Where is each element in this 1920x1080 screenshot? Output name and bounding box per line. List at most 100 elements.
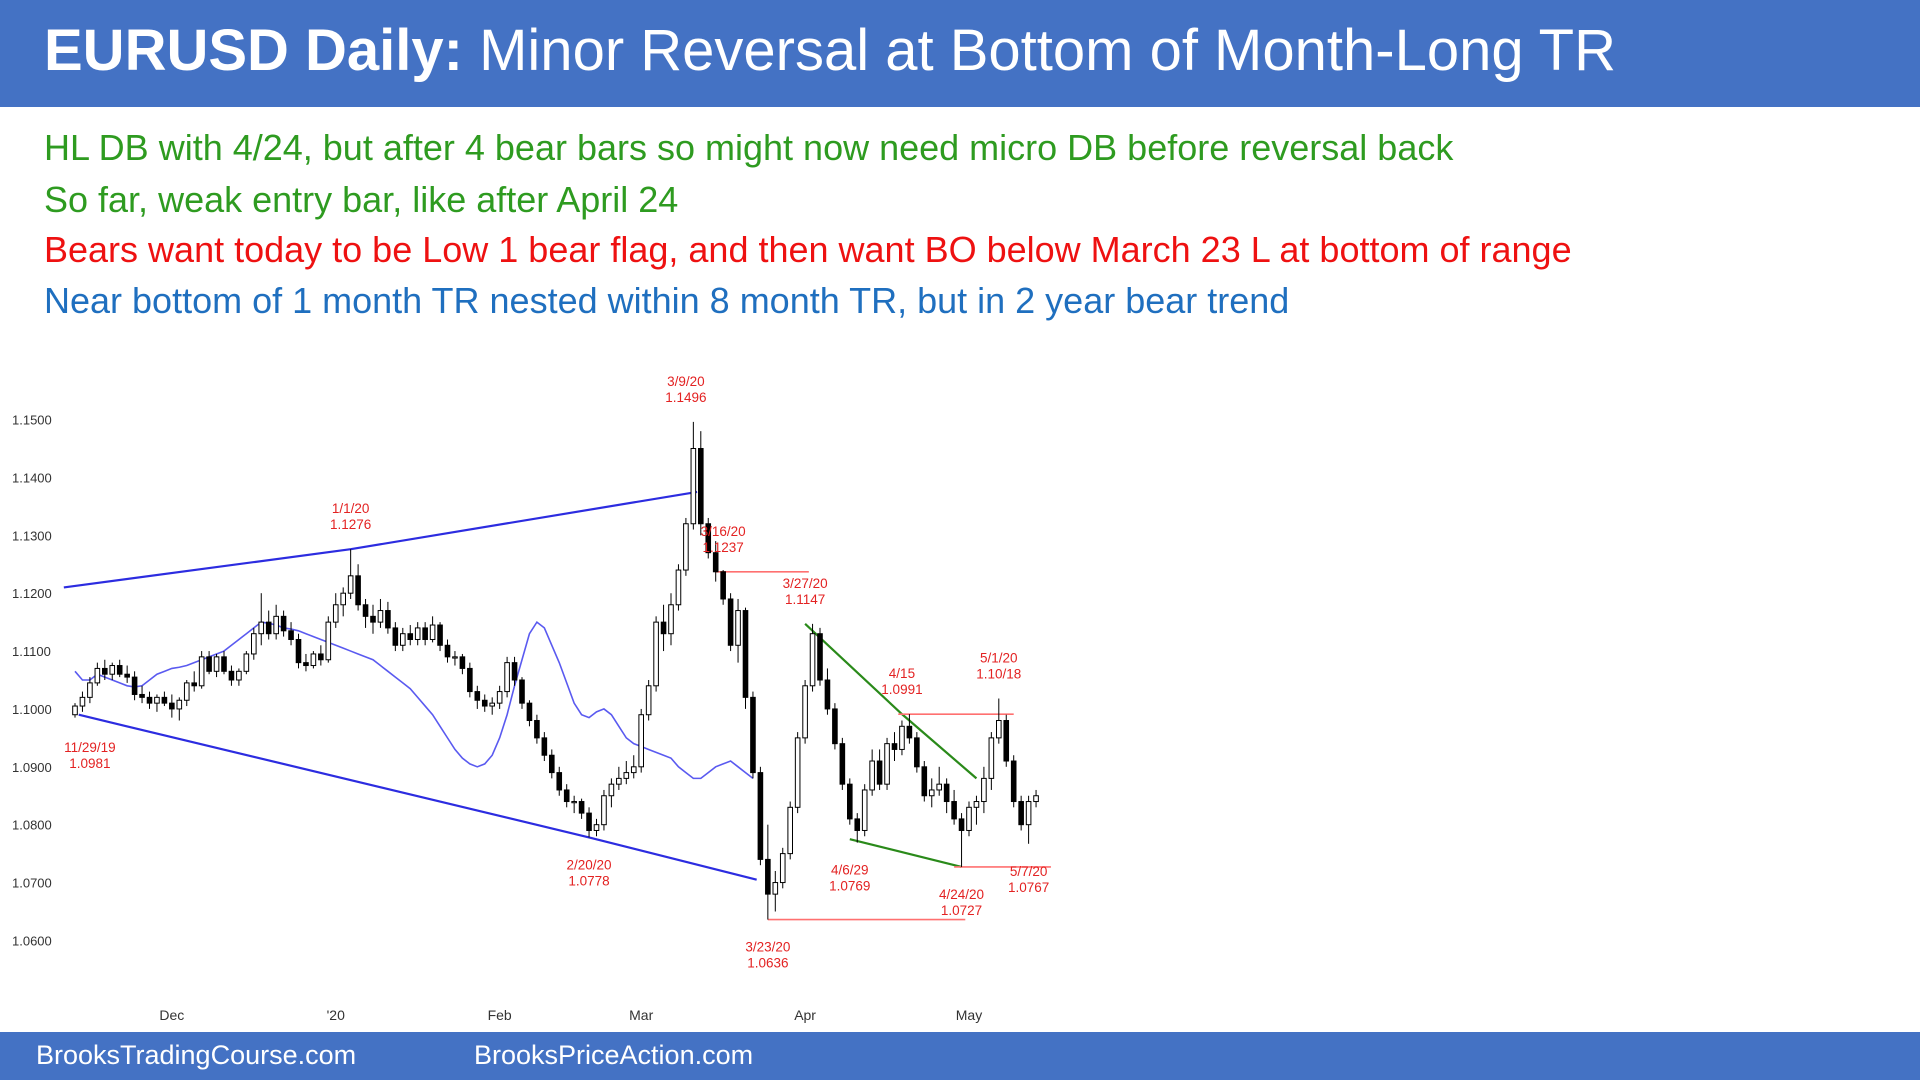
candle (183, 680, 190, 707)
candle-body (377, 610, 384, 623)
candle (973, 795, 980, 825)
trend-line (63, 490, 698, 589)
x-tick-label: Dec (159, 1007, 184, 1023)
candle-body (832, 708, 838, 745)
price-annotation: 5/1/201.10/18 (976, 651, 1021, 682)
candle-body (578, 801, 585, 814)
candle (787, 801, 794, 860)
candle-body (824, 679, 831, 710)
annotation-text: 4/15 (889, 666, 915, 681)
candle-body (757, 772, 764, 860)
candle (951, 789, 957, 825)
candle (414, 622, 421, 646)
annotation-text: 1.0991 (881, 682, 922, 697)
annotation-text: 2/20/20 (567, 857, 612, 872)
candle (459, 653, 466, 675)
candle (318, 645, 324, 666)
price-annotation: 3/16/201.1237 (701, 524, 746, 555)
candle (355, 564, 361, 611)
note-line-2: So far, weak entry bar, like after April… (44, 179, 679, 220)
candle-body (526, 702, 533, 722)
candle-body (228, 670, 235, 681)
candle (556, 766, 563, 796)
footer-left-link[interactable]: BrooksTradingCourse.com (36, 1040, 357, 1070)
candle (1003, 714, 1010, 767)
candle-body (847, 783, 853, 820)
trend-line (849, 838, 962, 868)
candle-body (698, 448, 704, 525)
price-annotation: 2/20/201.0778 (567, 857, 612, 888)
candle-body (362, 604, 369, 617)
candle-body (504, 662, 510, 693)
price-annotation: 1/1/201.1276 (330, 501, 371, 532)
candle (310, 651, 317, 669)
candle (452, 651, 458, 666)
trend-lines (63, 490, 1051, 921)
candle (496, 685, 503, 709)
candle-body (325, 621, 332, 661)
candle-body (310, 653, 317, 667)
y-tick-label: 1.1400 (12, 470, 52, 485)
candle (131, 671, 138, 701)
annotation-text: 1.1496 (665, 390, 706, 405)
candle-body (94, 667, 101, 684)
candle (750, 691, 756, 779)
candle (735, 598, 741, 663)
candle-body (973, 801, 980, 808)
candle (228, 665, 235, 686)
candle-body (645, 685, 652, 716)
candle-body (139, 693, 145, 698)
candle-body (198, 656, 205, 687)
candle-body (712, 552, 719, 573)
y-tick-label: 1.0800 (12, 818, 52, 833)
annotation-text: 11/29/19 (64, 740, 116, 755)
candle (146, 691, 153, 709)
candle (332, 593, 339, 628)
note-line-4: Near bottom of 1 month TR nested within … (44, 280, 1290, 321)
candle-body (549, 754, 555, 774)
y-tick-label: 1.0900 (12, 760, 52, 775)
candle-body (429, 624, 436, 640)
candle (467, 662, 473, 698)
candle-body (183, 682, 190, 701)
candle (817, 627, 823, 686)
candle (601, 789, 607, 831)
candle-body (295, 638, 302, 664)
candle (914, 732, 920, 773)
y-tick-label: 1.1300 (12, 528, 52, 543)
candle (251, 627, 257, 660)
candle (198, 651, 205, 689)
candle-body (705, 523, 712, 554)
candle (675, 564, 682, 611)
candle (958, 813, 965, 867)
candle-body (467, 667, 473, 693)
candle-body (914, 737, 920, 768)
title-bar: EURUSD Daily: Minor Reversal at Bottom o… (0, 0, 1920, 107)
candle (832, 703, 838, 750)
footer-right-link[interactable]: BrooksPriceAction.com (474, 1040, 754, 1070)
candle-body (936, 783, 943, 791)
candle-body (787, 806, 794, 855)
candle-body (876, 760, 883, 785)
candle (280, 610, 287, 637)
annotation-text: 3/9/20 (667, 374, 705, 389)
candle (347, 549, 354, 599)
x-tick-label: '20 (327, 1007, 345, 1023)
candle (645, 680, 652, 721)
annotation-text: 3/16/20 (701, 524, 746, 539)
candle (899, 720, 905, 756)
candle (638, 708, 645, 773)
candle (422, 622, 428, 646)
candle-body (392, 627, 399, 646)
candle-body (623, 772, 630, 779)
candle-body (273, 615, 279, 635)
candle (1025, 795, 1032, 844)
price-annotation: 3/27/201.1147 (783, 576, 828, 607)
candle (1010, 755, 1017, 808)
candle (809, 623, 816, 692)
candle-body (958, 818, 965, 831)
annotation-text: 5/1/20 (980, 651, 1018, 666)
trend-line (78, 713, 757, 881)
candle (243, 651, 250, 675)
candle-body (735, 610, 741, 646)
